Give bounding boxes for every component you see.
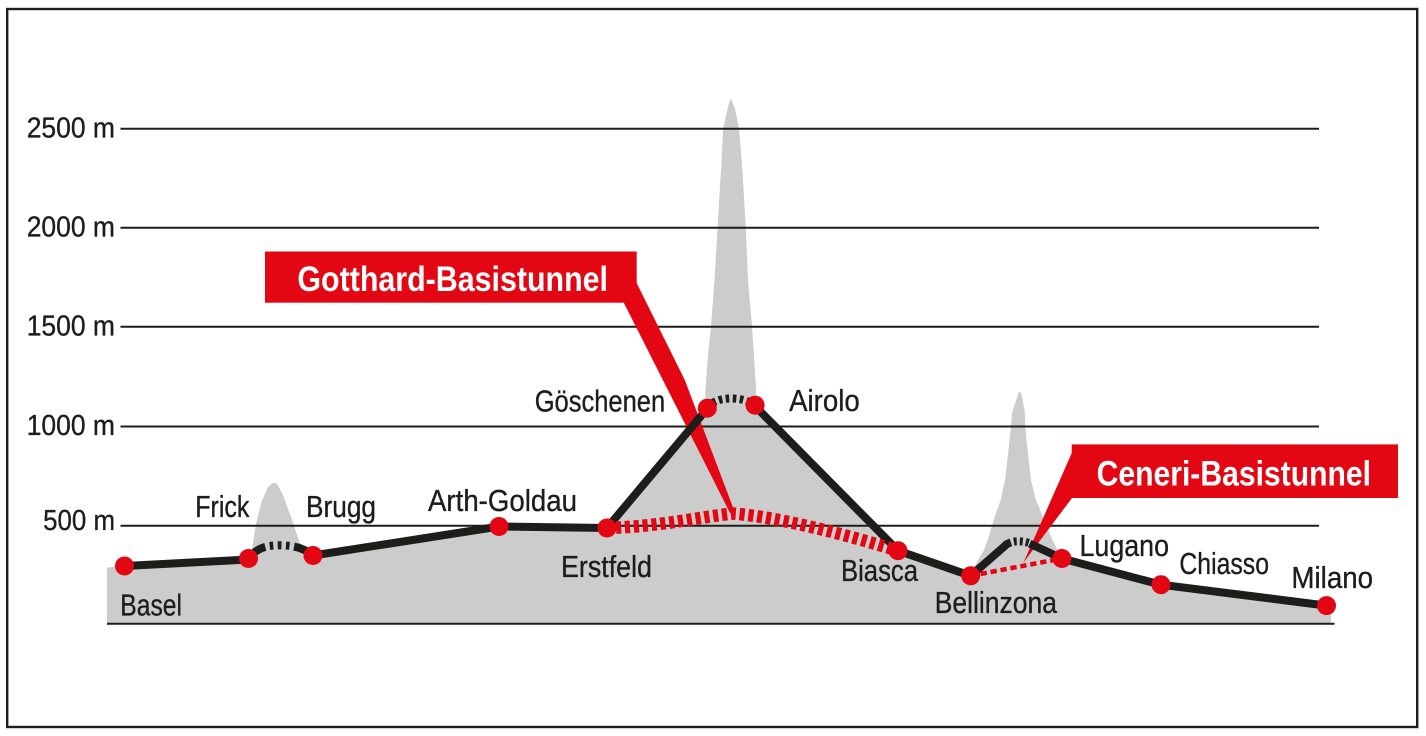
svg-text:Erstfeld: Erstfeld bbox=[561, 549, 652, 584]
svg-text:Basel: Basel bbox=[120, 587, 182, 622]
svg-text:2000 m: 2000 m bbox=[27, 212, 115, 244]
svg-text:2500 m: 2500 m bbox=[27, 113, 115, 145]
svg-text:Göschenen: Göschenen bbox=[535, 383, 666, 418]
svg-text:Brugg: Brugg bbox=[306, 489, 376, 524]
svg-text:Ceneri-Basistunnel: Ceneri-Basistunnel bbox=[1097, 454, 1371, 494]
svg-text:Bellinzona: Bellinzona bbox=[935, 585, 1058, 620]
svg-text:Milano: Milano bbox=[1291, 560, 1373, 595]
svg-text:Biasca: Biasca bbox=[841, 553, 919, 588]
svg-text:Arth-Goldau: Arth-Goldau bbox=[428, 483, 577, 518]
svg-text:500 m: 500 m bbox=[43, 505, 115, 537]
svg-text:1500 m: 1500 m bbox=[27, 311, 115, 343]
svg-text:Chiasso: Chiasso bbox=[1179, 546, 1269, 581]
svg-text:Gotthard-Basistunnel: Gotthard-Basistunnel bbox=[297, 259, 608, 299]
svg-text:Airolo: Airolo bbox=[789, 383, 860, 418]
svg-text:Lugano: Lugano bbox=[1080, 528, 1170, 563]
svg-text:Frick: Frick bbox=[195, 489, 249, 524]
svg-text:1000 m: 1000 m bbox=[27, 410, 115, 442]
